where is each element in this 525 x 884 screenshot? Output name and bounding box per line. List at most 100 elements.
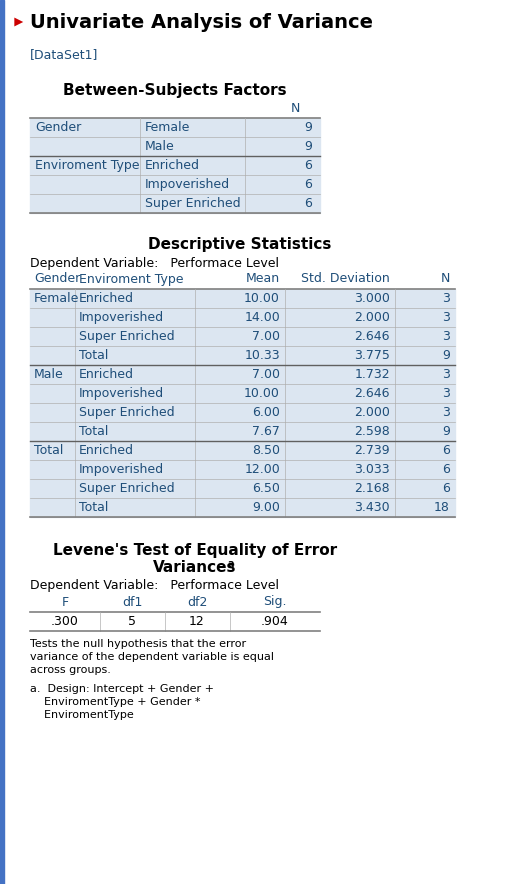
Text: Tests the null hypothesis that the error: Tests the null hypothesis that the error [30, 639, 246, 649]
Text: 1.732: 1.732 [354, 368, 390, 381]
Text: 6: 6 [442, 444, 450, 457]
Text: 2.000: 2.000 [354, 311, 390, 324]
Text: EnviromentType: EnviromentType [30, 710, 134, 720]
Text: df1: df1 [122, 596, 142, 608]
Text: variance of the dependent variable is equal: variance of the dependent variable is eq… [30, 652, 274, 662]
Text: 7.00: 7.00 [252, 330, 280, 343]
Bar [30, 137, 320, 156]
Text: N: N [440, 272, 450, 286]
Bar [30, 365, 455, 384]
Text: Std. Deviation: Std. Deviation [301, 272, 390, 286]
Text: 10.00: 10.00 [244, 292, 280, 305]
Text: Female: Female [145, 121, 191, 134]
Bar [30, 194, 320, 213]
Text: 9: 9 [304, 140, 312, 153]
Text: EnviromentType + Gender *: EnviromentType + Gender * [30, 697, 201, 707]
Text: Enriched: Enriched [145, 159, 200, 172]
Text: 2.646: 2.646 [354, 330, 390, 343]
Text: 2.646: 2.646 [354, 387, 390, 400]
Bar [30, 308, 455, 327]
Text: 2.598: 2.598 [354, 425, 390, 438]
Text: Sig.: Sig. [263, 596, 287, 608]
Text: 12.00: 12.00 [244, 463, 280, 476]
Text: 3: 3 [442, 330, 450, 343]
Text: Male: Male [34, 368, 64, 381]
Text: Super Enriched: Super Enriched [79, 482, 175, 495]
Text: Enviroment Type: Enviroment Type [35, 159, 140, 172]
Text: Enviroment Type: Enviroment Type [79, 272, 184, 286]
Text: Between-Subjects Factors: Between-Subjects Factors [63, 82, 287, 97]
Bar [0, 0, 4, 884]
Text: 5: 5 [128, 615, 136, 628]
Bar [30, 384, 455, 403]
Text: Total: Total [79, 501, 108, 514]
Text: Male: Male [145, 140, 175, 153]
Text: Impoverished: Impoverished [79, 463, 164, 476]
Text: 9.00: 9.00 [252, 501, 280, 514]
Text: 3: 3 [442, 368, 450, 381]
Text: 10.33: 10.33 [244, 349, 280, 362]
Bar [30, 289, 455, 308]
Text: [DataSet1]: [DataSet1] [30, 49, 98, 62]
Text: 6: 6 [304, 159, 312, 172]
Bar [30, 498, 455, 517]
Text: Levene's Test of Equality of Error: Levene's Test of Equality of Error [53, 544, 337, 559]
Bar [30, 422, 455, 441]
Text: 14.00: 14.00 [244, 311, 280, 324]
Text: 12: 12 [189, 615, 205, 628]
Text: Super Enriched: Super Enriched [145, 197, 240, 210]
Bar [30, 612, 320, 631]
Bar [30, 118, 320, 137]
Text: 3: 3 [442, 292, 450, 305]
Text: df2: df2 [187, 596, 207, 608]
Text: 6: 6 [442, 482, 450, 495]
Bar [30, 346, 455, 365]
Text: Enriched: Enriched [79, 368, 134, 381]
Text: Total: Total [79, 349, 108, 362]
Text: Descriptive Statistics: Descriptive Statistics [148, 238, 332, 253]
Text: 10.00: 10.00 [244, 387, 280, 400]
Text: Super Enriched: Super Enriched [79, 406, 175, 419]
Text: 9: 9 [442, 425, 450, 438]
Text: 6.00: 6.00 [252, 406, 280, 419]
Text: 2.739: 2.739 [354, 444, 390, 457]
Text: 3.775: 3.775 [354, 349, 390, 362]
Text: 3.033: 3.033 [354, 463, 390, 476]
Text: 6: 6 [304, 197, 312, 210]
Text: 3.000: 3.000 [354, 292, 390, 305]
Text: .300: .300 [51, 615, 79, 628]
Bar [30, 403, 455, 422]
Text: Dependent Variable:   Performace Level: Dependent Variable: Performace Level [30, 580, 279, 592]
Text: across groups.: across groups. [30, 665, 111, 675]
Text: Variances: Variances [153, 560, 237, 575]
Text: Enriched: Enriched [79, 292, 134, 305]
Text: F: F [61, 596, 69, 608]
Text: Female: Female [34, 292, 79, 305]
Text: 3: 3 [442, 387, 450, 400]
Text: Gender: Gender [34, 272, 80, 286]
Bar [30, 175, 320, 194]
Text: a: a [228, 559, 235, 569]
Text: Impoverished: Impoverished [79, 387, 164, 400]
Text: 6: 6 [304, 178, 312, 191]
Bar [30, 327, 455, 346]
Text: 7.00: 7.00 [252, 368, 280, 381]
Text: Mean: Mean [246, 272, 280, 286]
Text: Univariate Analysis of Variance: Univariate Analysis of Variance [30, 12, 373, 32]
Text: Total: Total [34, 444, 64, 457]
Text: a.  Design: Intercept + Gender +: a. Design: Intercept + Gender + [30, 684, 214, 694]
Text: 6.50: 6.50 [252, 482, 280, 495]
Text: Gender: Gender [35, 121, 81, 134]
Text: Impoverished: Impoverished [145, 178, 230, 191]
Text: 2.168: 2.168 [354, 482, 390, 495]
Text: 8.50: 8.50 [252, 444, 280, 457]
Text: 2.000: 2.000 [354, 406, 390, 419]
Text: Total: Total [79, 425, 108, 438]
Text: 3.430: 3.430 [354, 501, 390, 514]
Bar [30, 441, 455, 460]
Bar [30, 479, 455, 498]
Text: Super Enriched: Super Enriched [79, 330, 175, 343]
Text: 7.67: 7.67 [252, 425, 280, 438]
Text: Impoverished: Impoverished [79, 311, 164, 324]
Text: Dependent Variable:   Performace Level: Dependent Variable: Performace Level [30, 256, 279, 270]
